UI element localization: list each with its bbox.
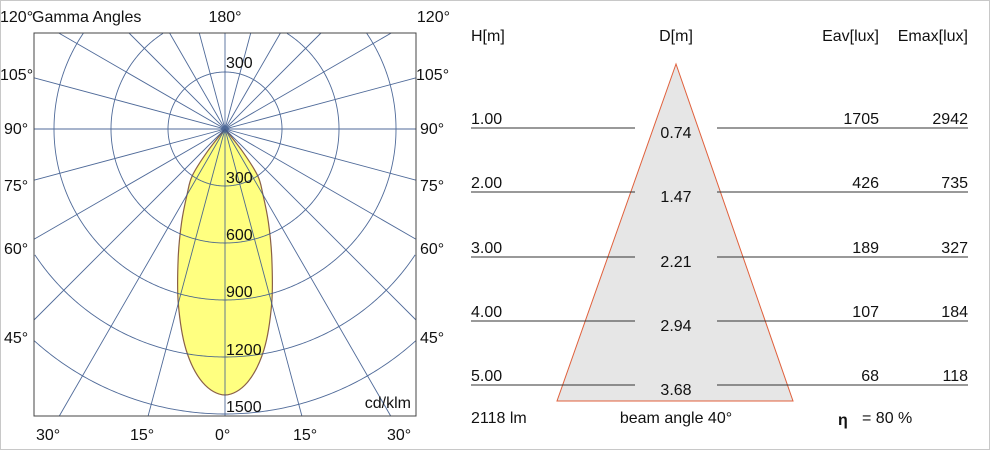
angle-label-30-right: 30° <box>387 427 411 444</box>
unit-label: cd/klm <box>365 395 411 412</box>
header-height: H[m] <box>471 28 505 45</box>
ray-15 <box>224 128 303 417</box>
angle-label-15-right: 15° <box>293 427 317 444</box>
diameter-value: 2.21 <box>660 254 691 271</box>
ray-300 <box>33 128 226 240</box>
diameter-value: 0.74 <box>660 125 691 142</box>
angle-label-45-left: 45° <box>4 330 28 347</box>
height-value: 1.00 <box>471 111 502 128</box>
angle-label-90-left: 90° <box>4 121 28 138</box>
ray-165 <box>224 32 252 130</box>
angle-label-75-left: 75° <box>4 178 28 195</box>
ray-135 <box>224 32 322 130</box>
polar-title: Gamma Angles <box>32 9 141 26</box>
eav-value: 189 <box>852 240 879 257</box>
ray-60 <box>224 128 417 240</box>
beam-cone <box>556 62 794 402</box>
diameter-value: 2.94 <box>660 318 691 335</box>
plot-border <box>33 32 417 417</box>
emax-value: 327 <box>941 240 968 257</box>
angle-label-120-left: 120° <box>0 9 33 26</box>
ray-150 <box>224 32 281 130</box>
ring-label-upper-300: 300 <box>226 55 253 72</box>
ray-285 <box>33 128 226 181</box>
ray-195 <box>198 32 226 130</box>
eta-symbol: η <box>838 412 848 429</box>
height-value: 2.00 <box>471 175 502 192</box>
polar-plot: 120° Gamma Angles 180° 120° 105° 90° 75°… <box>0 9 450 444</box>
ring-label-900: 900 <box>226 284 253 301</box>
angle-label-0: 0° <box>215 427 230 444</box>
ring-900 <box>53 33 397 301</box>
height-value: 4.00 <box>471 304 502 321</box>
ray-210 <box>169 32 226 130</box>
efficiency: = 80 % <box>862 410 912 427</box>
ring-label-1200: 1200 <box>226 342 262 359</box>
ring-label-300: 300 <box>226 170 253 187</box>
cone-diagram: H[m] D[m] Eav[lux] Emax[lux] 1.00 0.74 170… <box>471 28 968 429</box>
ring-label-1500: 1500 <box>226 399 262 416</box>
ray-240 <box>58 32 226 130</box>
header-diameter: D[m] <box>659 28 693 45</box>
ray-120 <box>224 32 392 130</box>
header-emax: Emax[lux] <box>898 28 968 45</box>
diameter-value: 3.68 <box>660 382 691 399</box>
angle-label-90-right: 90° <box>420 121 444 138</box>
ray-225 <box>128 32 226 130</box>
angle-label-120-right: 120° <box>417 9 450 26</box>
angle-label-105-right: 105° <box>416 67 449 84</box>
height-value: 5.00 <box>471 368 502 385</box>
angle-label-180: 180° <box>208 9 241 26</box>
polar-grid <box>33 32 417 417</box>
ray-255 <box>33 77 226 130</box>
angle-label-60-left: 60° <box>4 241 28 258</box>
emax-value: 184 <box>941 304 968 321</box>
eav-value: 68 <box>861 368 879 385</box>
ring-label-600: 600 <box>226 227 253 244</box>
angle-label-60-right: 60° <box>420 241 444 258</box>
center-point <box>222 126 228 132</box>
beam-angle: beam angle 40° <box>620 410 732 427</box>
diameter-value: 1.47 <box>660 189 691 206</box>
header-eav: Eav[lux] <box>822 28 879 45</box>
emax-value: 735 <box>941 175 968 192</box>
ray-315 <box>33 128 226 321</box>
ray-45 <box>224 128 417 321</box>
eav-value: 1705 <box>843 111 879 128</box>
ray-345 <box>147 128 226 417</box>
eav-value: 426 <box>852 175 879 192</box>
eav-value: 107 <box>852 304 879 321</box>
angle-label-30-left: 30° <box>36 427 60 444</box>
ray-30 <box>224 128 392 417</box>
angle-label-105-left: 105° <box>0 67 33 84</box>
ray-75 <box>224 128 417 181</box>
angle-label-75-right: 75° <box>420 178 444 195</box>
angle-label-45-right: 45° <box>420 330 444 347</box>
angle-label-15-left: 15° <box>130 427 154 444</box>
emax-value: 2942 <box>932 111 968 128</box>
height-value: 3.00 <box>471 240 502 257</box>
ring-600 <box>110 33 340 244</box>
ray-105 <box>224 77 417 130</box>
emax-value: 118 <box>942 368 968 385</box>
ray-330 <box>58 128 226 417</box>
luminous-flux: 2118 lm <box>471 410 527 427</box>
